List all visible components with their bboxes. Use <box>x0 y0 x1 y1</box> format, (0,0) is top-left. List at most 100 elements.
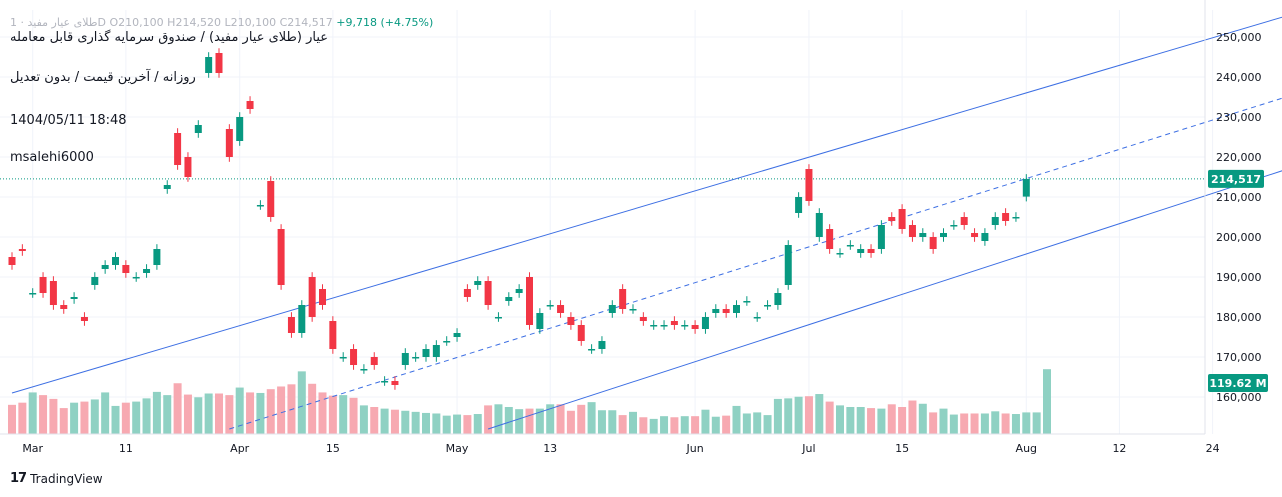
candle-body <box>764 305 772 307</box>
candle-body <box>888 217 896 221</box>
volume-bar <box>59 408 68 434</box>
axis-labels: 214,517 119.62 M <box>1208 169 1268 392</box>
tradingview-brand[interactable]: 17 TradingView <box>10 471 103 486</box>
volume-bar <box>908 400 917 434</box>
candle-body <box>422 349 430 357</box>
candle-body <box>826 229 834 249</box>
candle-body <box>267 181 275 217</box>
candle-body <box>277 229 285 285</box>
candle-body <box>381 381 389 383</box>
time-tick-label: 15 <box>326 442 340 455</box>
volume-bar <box>939 408 948 434</box>
candle-body <box>298 305 306 333</box>
time-tick-label: Apr <box>230 442 250 455</box>
low-value: 210,100 <box>230 16 277 29</box>
candle-body <box>163 185 171 189</box>
candle-body <box>877 225 885 249</box>
volume-bar <box>794 396 803 434</box>
price-tick-label: 210,000 <box>1216 191 1262 204</box>
candle-body <box>8 257 16 265</box>
volume-bar <box>1011 414 1020 434</box>
candle-body <box>101 265 109 269</box>
time-axis[interactable]: Mar 11 Apr 15 May 13 Jun Jul 15 Aug 12 24 <box>0 433 1220 455</box>
candle-body <box>712 309 720 313</box>
tradingview-logo-icon: 17 <box>10 471 27 486</box>
volume-bar <box>432 413 441 434</box>
volume-bar <box>411 411 420 434</box>
candle-body <box>29 293 37 295</box>
candle-body <box>660 325 668 327</box>
volume-bar <box>815 394 824 434</box>
volume-bar <box>90 399 99 434</box>
time-tick-label: Jun <box>686 442 704 455</box>
low-label: L <box>224 16 231 29</box>
candle-body <box>981 233 989 241</box>
candle-body <box>350 349 358 365</box>
candle-body <box>401 353 409 365</box>
candle-body <box>577 325 585 341</box>
change-value: +9,718 (+4.75%) <box>336 16 434 29</box>
volume-bars <box>8 369 1051 434</box>
volume-bar <box>804 396 813 434</box>
candle-body <box>370 357 378 365</box>
candle-body <box>950 225 958 227</box>
candle-body <box>1002 213 1010 221</box>
candlestick-series <box>8 48 1030 390</box>
candle-body <box>91 277 99 285</box>
volume-bar <box>142 398 151 434</box>
volume-bar <box>246 392 255 434</box>
volume-bar <box>1032 412 1041 434</box>
open-value: 210,100 <box>118 16 164 29</box>
candle-body <box>474 281 482 285</box>
candle-body <box>701 317 709 329</box>
candle-body <box>857 249 865 253</box>
volume-bar <box>235 387 244 434</box>
volume-bar <box>649 418 658 434</box>
volume-bar <box>639 417 648 434</box>
price-tick-label: 180,000 <box>1216 311 1262 324</box>
volume-bar <box>308 383 317 434</box>
volume-bar <box>152 391 161 434</box>
volume-bar <box>328 395 337 434</box>
candle-body <box>753 317 761 319</box>
volume-bar <box>867 408 876 434</box>
price-axis[interactable]: 160,000 170,000 180,000 190,000 200,000 210,0… <box>1204 0 1262 434</box>
price-tick-label: 200,000 <box>1216 231 1262 244</box>
volume-bar <box>370 407 379 434</box>
volume-bar <box>587 402 596 434</box>
volume-bar <box>929 412 938 434</box>
volume-bar <box>494 404 503 434</box>
volume-bar <box>742 413 751 434</box>
volume-bar <box>80 401 89 434</box>
candle-body <box>557 305 565 313</box>
candle-body <box>453 333 461 337</box>
volume-bar <box>422 412 430 434</box>
candle-body <box>494 317 502 319</box>
volume-bar <box>535 408 544 434</box>
candle-body <box>846 245 854 247</box>
candle-body <box>629 309 637 311</box>
volume-bar <box>566 410 575 434</box>
candle-body <box>650 325 658 327</box>
candle-body <box>867 249 875 253</box>
candle-body <box>722 309 730 313</box>
high-label: H <box>167 16 176 29</box>
candle-body <box>319 289 326 305</box>
candle-body <box>236 117 244 141</box>
candle-body <box>940 233 947 237</box>
trend-channel[interactable] <box>11 1 1282 430</box>
candle-body <box>588 349 596 351</box>
candle-body <box>463 289 471 297</box>
last-volume-badge <box>1208 374 1268 392</box>
volume-bar <box>163 395 172 434</box>
volume-bar <box>225 395 234 434</box>
volume-bar <box>504 407 513 434</box>
candle-body <box>1022 178 1030 197</box>
price-tick-label: 160,000 <box>1216 391 1262 404</box>
candle-body <box>287 317 295 333</box>
volume-bar <box>132 401 141 434</box>
price-tick-label: 240,000 <box>1216 71 1262 84</box>
volume-bar <box>515 409 524 434</box>
volume-bar <box>960 413 969 434</box>
